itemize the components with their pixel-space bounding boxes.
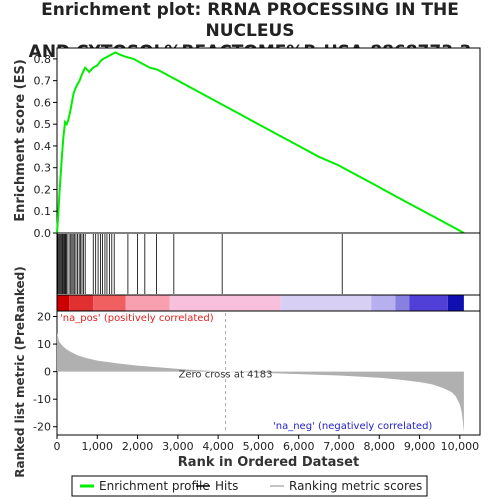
es-ytick-label: 0.8 [34, 53, 52, 66]
metric-ytick-label: -10 [33, 393, 51, 406]
metric-xtick-label: 0 [54, 440, 61, 453]
legend-label: Hits [215, 479, 238, 493]
heatmap-band [395, 295, 410, 311]
metric-xtick-label: 4,000 [202, 440, 234, 453]
metric-xtick-label: 5,000 [243, 440, 275, 453]
chart-title-line-1: Enrichment plot: RRNA PROCESSING IN THE … [41, 0, 459, 41]
metric-ylabel: Ranked list metric (PreRanked) [13, 266, 27, 478]
es-plot-frame [56, 47, 481, 234]
metric-xtick-label: 10,000 [441, 440, 480, 453]
heatmap-band [93, 295, 126, 311]
metric-xlabel: Rank in Ordered Dataset [178, 455, 359, 470]
metric-ytick-label: -20 [33, 421, 51, 434]
heatmap-band [447, 295, 464, 311]
hits-panel [56, 232, 481, 312]
es-ylabel: Enrichment score (ES) [13, 59, 28, 222]
es-panel: 0.0 0.1 0.2 0.3 0.4 0.5 0.6 0.7 0.8 Enrichment sc… [13, 47, 481, 240]
es-ytick-label: 0.2 [34, 183, 52, 196]
metric-panel: Zero cross at 4183 'na_pos' (positively c… [13, 266, 481, 478]
neg-label: 'na_neg' (negatively correlated) [273, 421, 432, 432]
metric-ytick-label: 20 [37, 311, 51, 324]
legend-box [71, 475, 428, 497]
metric-xtick-label: 2,000 [122, 440, 154, 453]
legend-label: Ranking metric scores [289, 479, 422, 493]
metric-xtick-label: 1,000 [82, 440, 114, 453]
metric-xtick-label: 6,000 [283, 440, 315, 453]
es-ytick-label: 0.5 [34, 118, 52, 131]
es-ytick-label: 0.0 [34, 227, 52, 240]
pos-label: 'na_pos' (positively correlated) [60, 313, 214, 324]
heatmap-band [371, 295, 396, 311]
es-ytick-label: 0.1 [34, 205, 52, 218]
heatmap-band [125, 295, 170, 311]
zero-cross-label: Zero cross at 4183 [179, 370, 273, 381]
heatmap-band [169, 295, 281, 311]
es-ytick-label: 0.4 [34, 140, 52, 153]
metric-xtick-label: 7,000 [323, 440, 355, 453]
heatmap-band [69, 295, 94, 311]
es-ytick-label: 0.6 [34, 96, 52, 109]
heatmap-band [409, 295, 448, 311]
metric-xtick-label: 8,000 [364, 440, 396, 453]
metric-xtick-label: 3,000 [162, 440, 194, 453]
legend: Enrichment profile Hits Ranking metric sco… [71, 475, 428, 497]
heatmap-band [57, 295, 70, 311]
es-ytick-label: 0.3 [34, 162, 52, 175]
es-ytick-label: 0.7 [34, 75, 52, 88]
metric-ytick-label: 10 [37, 338, 51, 351]
metric-ytick-label: 0 [44, 366, 51, 379]
es-profile-line [56, 51, 465, 234]
metric-xtick-label: 9,000 [404, 440, 436, 453]
hits-frame [56, 232, 481, 296]
heatmap-band [280, 295, 372, 311]
legend-label: Enrichment profile [99, 479, 210, 493]
